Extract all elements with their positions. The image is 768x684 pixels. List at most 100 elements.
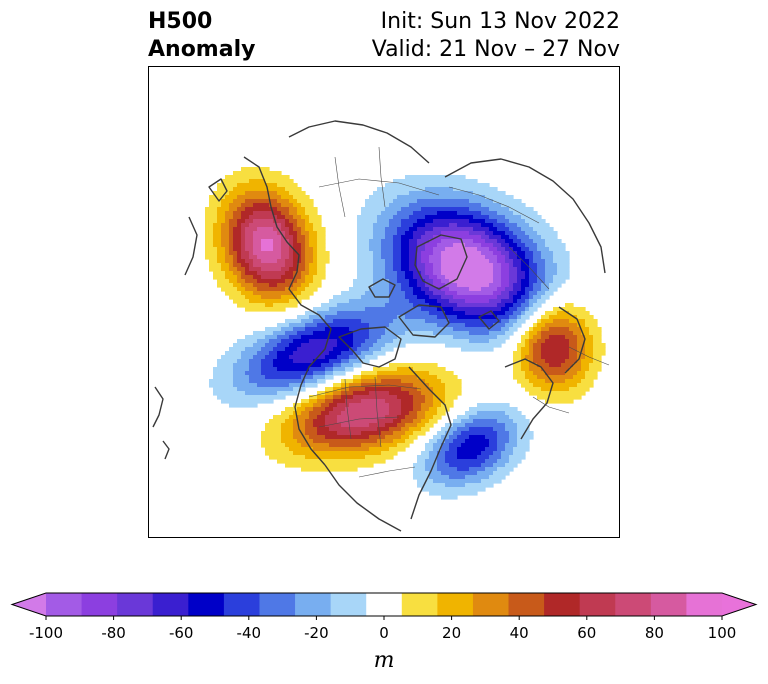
anomaly-cell: [529, 351, 534, 356]
anomaly-cell: [245, 219, 254, 224]
anomaly-cell: [501, 271, 510, 276]
anomaly-cell: [349, 355, 358, 360]
anomaly-cell: [285, 231, 290, 236]
anomaly-cell: [301, 231, 310, 236]
anomaly-cell: [317, 323, 370, 328]
anomaly-cell: [341, 387, 350, 392]
anomaly-cell: [233, 227, 242, 232]
anomaly-cell: [317, 427, 330, 432]
anomaly-cell: [481, 463, 494, 468]
anomaly-cell: [505, 323, 514, 328]
anomaly-cell: [309, 243, 318, 248]
anomaly-cell: [341, 423, 370, 428]
anomaly-cell: [281, 427, 294, 432]
anomaly-cell: [425, 215, 474, 220]
anomaly-cell: [277, 183, 298, 188]
anomaly-cell: [493, 243, 502, 248]
anomaly-cell: [305, 419, 314, 424]
anomaly-cell: [365, 355, 378, 360]
anomaly-cell: [441, 403, 454, 408]
anomaly-cell: [513, 247, 522, 252]
anomaly-cell: [369, 435, 386, 440]
anomaly-cell: [329, 299, 350, 304]
anomaly-cell: [233, 271, 242, 276]
anomaly-cell: [389, 203, 410, 208]
anomaly-cell: [469, 407, 518, 412]
anomaly-cell: [397, 395, 414, 400]
anomaly-cell: [397, 195, 486, 200]
anomaly-cell: [425, 447, 434, 452]
anomaly-cell: [505, 231, 514, 236]
anomaly-cell: [269, 419, 286, 424]
anomaly-cell: [365, 339, 378, 344]
anomaly-cell: [281, 327, 294, 332]
anomaly-cell: [237, 219, 246, 224]
anomaly-cell: [529, 291, 538, 296]
anomaly-cell: [341, 351, 354, 356]
anomaly-cell: [357, 347, 370, 352]
anomaly-cell: [509, 267, 518, 272]
anomaly-cell: [249, 363, 262, 368]
anomaly-cell: [525, 311, 534, 316]
anomaly-cell: [405, 431, 414, 436]
anomaly-cell: [241, 239, 246, 244]
anomaly-cell: [389, 279, 398, 284]
anomaly-cell: [269, 339, 282, 344]
anomaly-cell: [317, 267, 326, 272]
anomaly-cell: [325, 395, 334, 400]
anomaly-cell: [569, 367, 582, 372]
anomaly-cell: [237, 255, 242, 260]
coastlines: [152, 120, 606, 532]
anomaly-cell: [293, 451, 382, 456]
anomaly-cell: [405, 291, 414, 296]
anomaly-cell: [429, 439, 438, 444]
anomaly-cell: [361, 375, 378, 380]
anomaly-cell: [501, 451, 514, 456]
anomaly-cell: [377, 187, 426, 192]
anomaly-cell: [369, 195, 398, 200]
anomaly-cell: [545, 263, 558, 268]
anomaly-cell: [313, 359, 330, 364]
anomaly-cell: [353, 335, 370, 340]
anomaly-cell: [285, 259, 294, 264]
anomaly-cell: [433, 331, 470, 336]
anomaly-cell: [401, 379, 426, 384]
anomaly-cell: [529, 295, 534, 300]
anomaly-cell: [225, 271, 234, 276]
anomaly-cell: [473, 227, 490, 232]
anomaly-cell: [389, 407, 402, 412]
anomaly-cell: [289, 299, 302, 304]
anomaly-cell: [313, 247, 318, 252]
anomaly-cell: [553, 259, 570, 264]
anomaly-cell: [325, 375, 334, 380]
anomaly-cell: [433, 235, 482, 240]
border-segment: [508, 246, 550, 290]
anomaly-cell: [261, 439, 282, 444]
anomaly-cell: [401, 259, 410, 264]
anomaly-cell: [521, 283, 530, 288]
anomaly-cell: [277, 459, 386, 464]
anomaly-cell: [425, 263, 434, 268]
anomaly-cell: [393, 239, 402, 244]
anomaly-cell: [233, 171, 282, 176]
anomaly-cell: [397, 367, 414, 372]
anomaly-cell: [437, 299, 450, 304]
anomaly-cell: [245, 295, 262, 300]
anomaly-cell: [317, 431, 338, 436]
anomaly-cell: [213, 275, 226, 280]
anomaly-cell: [237, 275, 242, 280]
title-line-2: Anomaly: [148, 37, 256, 62]
anomaly-cell: [289, 191, 306, 196]
anomaly-cell: [305, 207, 318, 212]
anomaly-cell: [537, 275, 546, 280]
anomaly-cell: [273, 347, 286, 352]
anomaly-cell: [313, 447, 370, 452]
anomaly-cell: [293, 203, 302, 208]
anomaly-cell: [309, 367, 326, 372]
anomaly-cell: [321, 303, 338, 308]
anomaly-cell: [513, 419, 530, 424]
anomaly-cell: [253, 239, 262, 244]
anomaly-cell: [353, 279, 374, 284]
coastline-segment: [338, 326, 402, 368]
anomaly-cell: [293, 255, 302, 260]
